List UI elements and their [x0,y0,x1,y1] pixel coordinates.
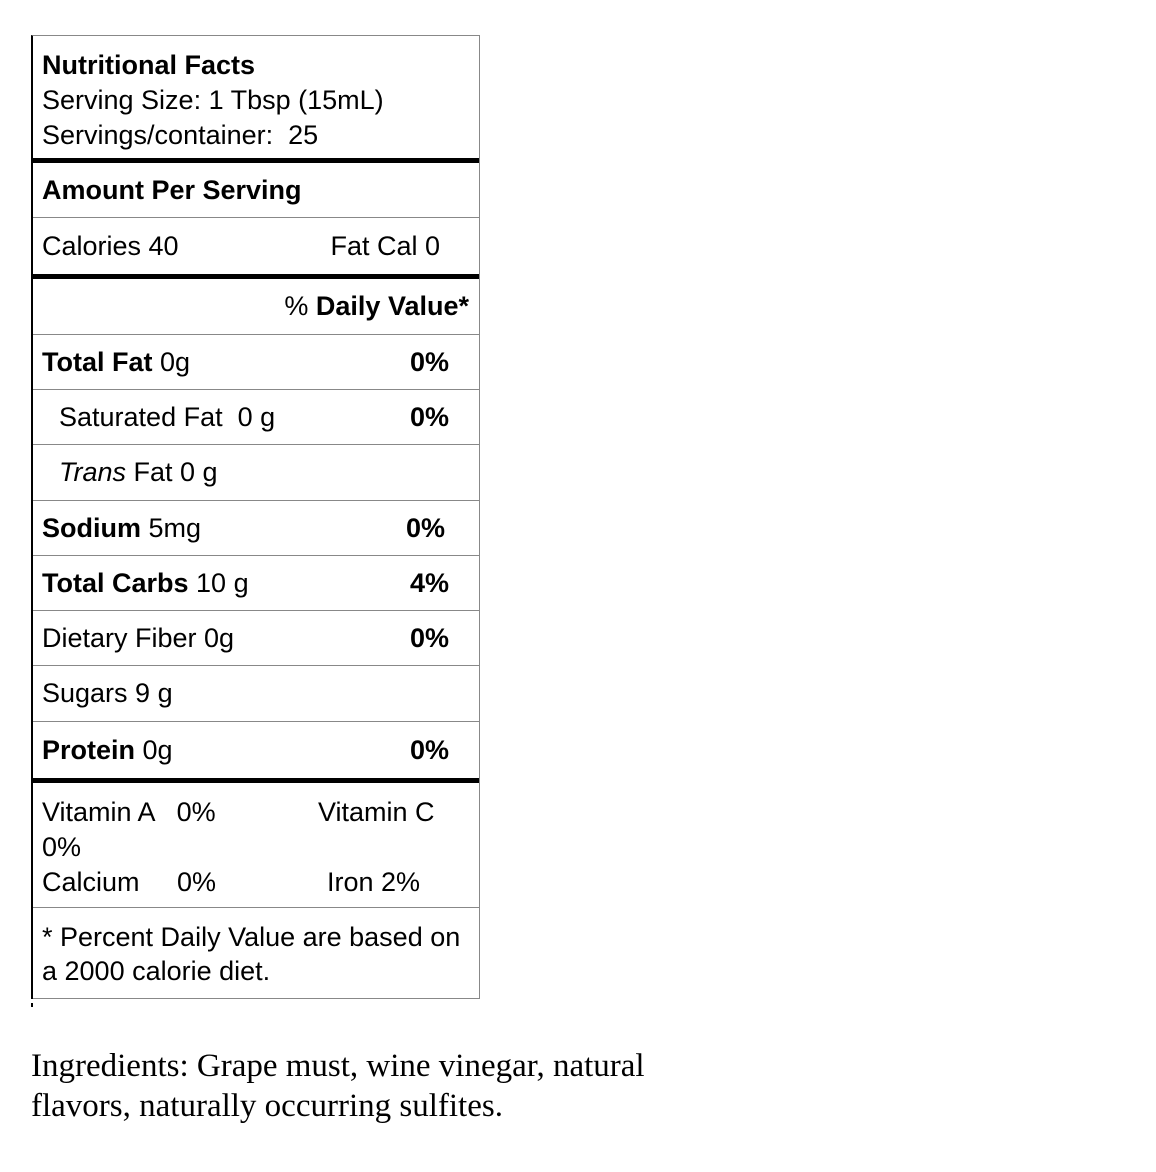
nutrient-row-sugars: Sugars 9 g [33,666,479,722]
vitamins-section: Vitamin A 0% Vitamin C 0% Calcium 0% Iron … [33,783,479,908]
fat-calories: Fat Cal 0 [330,230,440,261]
vitamin-c-value: 0% [42,832,82,862]
footnote: * Percent Daily Value are based on a 200… [33,908,479,999]
nutrient-row-total-fat: Total Fat 0g 0% [33,335,479,390]
calories: Calories 40 [42,230,179,261]
nutrient-row-protein: Protein 0g 0% [33,722,479,783]
servings-per-container: Servings/container: 25 [42,120,319,150]
calories-row: Calories 40 Fat Cal 0 [33,218,479,279]
label-title: Nutritional Facts [42,50,256,80]
nutrient-row-sodium: Sodium 5mg 0% [33,501,479,556]
nutrient-row-dietary-fiber: Dietary Fiber 0g 0% [33,611,479,666]
serving-size: Serving Size: 1 Tbsp (15mL) [42,85,384,115]
iron: Iron 2% [327,867,421,897]
calcium: Calcium 0% [42,867,217,897]
nutrient-row-saturated-fat: Saturated Fat 0 g 0% [33,390,479,445]
vitamin-c: Vitamin C [318,797,435,827]
label-header: Nutritional Facts Serving Size: 1 Tbsp (… [33,36,479,163]
nutrition-facts-label: Nutritional Facts Serving Size: 1 Tbsp (… [31,35,480,999]
vitamin-a: Vitamin A 0% [42,797,216,827]
nutrient-row-total-carbs: Total Carbs 10 g 4% [33,556,479,611]
label-border [31,1003,33,1007]
daily-value-header: % Daily Value* [33,279,479,335]
ingredients: Ingredients: Grape must, wine vinegar, n… [31,1048,645,1124]
amount-per-serving: Amount Per Serving [33,163,479,218]
nutrient-row-trans-fat: Trans Fat 0 g [33,445,479,501]
